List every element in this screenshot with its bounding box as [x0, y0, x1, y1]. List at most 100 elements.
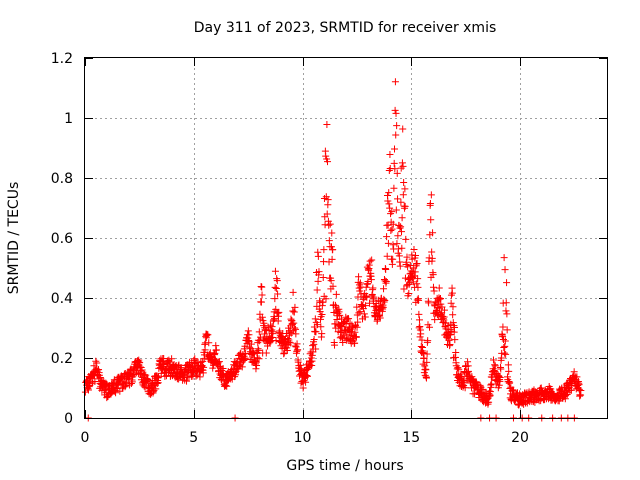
- data-point: [362, 302, 370, 310]
- data-point: [424, 337, 432, 345]
- data-point: [366, 299, 374, 307]
- data-point: [354, 318, 362, 326]
- data-point: [191, 355, 199, 363]
- data-point: [399, 191, 407, 199]
- data-point: [398, 159, 406, 167]
- data-point: [502, 307, 510, 315]
- data-point: [155, 373, 163, 381]
- data-point: [257, 283, 265, 291]
- data-point: [258, 291, 266, 299]
- data-point: [464, 368, 472, 376]
- data-point: [310, 335, 318, 343]
- x-axis-label: GPS time / hours: [286, 458, 403, 474]
- data-point: [318, 310, 326, 318]
- data-point: [252, 365, 260, 373]
- data-point: [271, 295, 279, 303]
- data-point: [364, 277, 372, 285]
- data-point: [370, 293, 378, 301]
- data-point: [314, 277, 322, 285]
- data-point: [426, 199, 434, 207]
- data-point: [487, 383, 495, 391]
- data-point: [317, 323, 325, 331]
- data-point: [274, 309, 282, 317]
- data-point: [437, 300, 445, 308]
- data-point: [497, 365, 505, 373]
- data-point: [405, 290, 413, 298]
- data-point: [325, 221, 333, 229]
- data-point: [327, 277, 335, 285]
- data-point: [325, 237, 333, 245]
- data-point: [93, 359, 101, 367]
- data-point: [425, 299, 433, 307]
- data-point: [168, 355, 176, 363]
- data-point: [287, 315, 295, 323]
- data-point: [396, 224, 404, 232]
- data-point: [374, 307, 382, 315]
- data-point: [210, 361, 218, 369]
- data-point: [91, 377, 99, 385]
- data-point: [319, 274, 327, 282]
- data-point: [192, 372, 200, 380]
- data-point: [376, 314, 384, 322]
- data-point: [397, 223, 405, 231]
- data-point: [292, 330, 300, 338]
- data-point: [311, 315, 319, 323]
- x-tick-label: 20: [511, 430, 529, 446]
- data-point: [461, 384, 469, 392]
- data-point: [343, 331, 351, 339]
- data-point: [258, 313, 266, 321]
- data-point: [255, 355, 263, 363]
- data-point: [136, 363, 144, 371]
- data-point: [356, 308, 364, 316]
- data-point: [331, 301, 339, 309]
- x-tick-label: 5: [189, 430, 198, 446]
- data-point: [429, 271, 437, 279]
- data-point: [398, 214, 406, 222]
- data-point: [429, 229, 437, 237]
- data-point: [318, 330, 326, 338]
- data-point: [464, 358, 472, 366]
- data-point: [452, 348, 460, 356]
- data-point: [346, 319, 354, 327]
- data-point: [391, 106, 399, 114]
- data-point: [363, 293, 371, 301]
- data-point: [312, 328, 320, 336]
- data-point: [274, 290, 282, 298]
- data-point: [260, 319, 268, 327]
- data-point: [393, 240, 401, 248]
- data-point: [423, 350, 431, 358]
- data-point: [384, 239, 392, 247]
- data-point: [499, 333, 507, 341]
- data-point: [255, 346, 263, 354]
- data-point: [255, 328, 263, 336]
- data-point: [332, 324, 340, 332]
- x-tick-label: 10: [294, 430, 312, 446]
- data-point: [351, 339, 359, 347]
- data-point: [232, 358, 240, 366]
- data-point: [382, 278, 390, 286]
- data-point: [385, 189, 393, 197]
- data-point: [361, 313, 369, 321]
- data-point: [383, 233, 391, 241]
- data-point: [351, 328, 359, 336]
- data-point: [381, 296, 389, 304]
- data-point: [379, 303, 387, 311]
- data-point: [246, 343, 254, 351]
- data-point: [136, 358, 144, 366]
- data-point: [440, 306, 448, 314]
- data-point: [382, 265, 390, 273]
- data-point: [567, 386, 575, 394]
- data-point: [316, 308, 324, 316]
- data-point: [368, 256, 376, 264]
- data-point: [380, 285, 388, 293]
- data-point: [393, 169, 401, 177]
- data-point: [385, 200, 393, 208]
- data-point: [454, 364, 462, 372]
- data-point: [288, 320, 296, 328]
- data-point: [323, 210, 331, 218]
- data-point: [451, 336, 459, 344]
- y-tick-label: 0: [64, 411, 73, 427]
- data-point: [183, 377, 191, 385]
- data-point: [401, 185, 409, 193]
- data-point: [500, 254, 508, 262]
